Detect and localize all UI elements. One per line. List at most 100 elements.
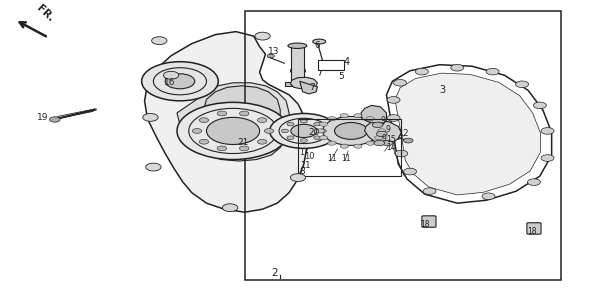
Circle shape [527,179,540,185]
Circle shape [323,116,379,145]
Circle shape [290,174,306,182]
Bar [298,119,401,176]
Circle shape [257,118,267,123]
Text: 9: 9 [385,125,390,134]
Circle shape [387,97,400,103]
Polygon shape [300,81,317,94]
Circle shape [328,116,336,121]
Text: 3: 3 [440,85,445,95]
Circle shape [165,74,195,89]
Circle shape [240,111,249,116]
Circle shape [328,141,336,145]
Text: 7: 7 [309,83,315,92]
Text: 20: 20 [308,128,319,137]
Circle shape [222,204,238,212]
Circle shape [372,122,383,128]
Polygon shape [145,32,307,212]
Circle shape [376,131,387,137]
FancyBboxPatch shape [527,223,541,234]
Circle shape [314,122,321,126]
Circle shape [382,140,393,146]
Circle shape [415,68,428,75]
Polygon shape [365,120,401,144]
Circle shape [354,113,362,118]
Ellipse shape [313,39,326,44]
Circle shape [394,79,407,86]
Circle shape [287,122,294,126]
Circle shape [264,129,274,133]
Polygon shape [290,77,317,89]
Text: 6: 6 [314,41,320,50]
Circle shape [366,116,374,121]
Circle shape [375,122,383,126]
Circle shape [395,150,408,157]
Circle shape [451,64,464,71]
Circle shape [423,188,436,194]
Text: 11: 11 [342,154,351,163]
Circle shape [281,129,289,133]
Circle shape [163,71,179,79]
Circle shape [319,136,327,140]
Circle shape [300,119,307,123]
Circle shape [319,129,326,133]
Circle shape [374,140,385,146]
Polygon shape [204,86,280,149]
Circle shape [290,67,306,75]
Circle shape [486,68,499,75]
Polygon shape [361,105,386,125]
FancyBboxPatch shape [422,216,436,227]
Circle shape [270,113,338,148]
Text: 16: 16 [164,78,175,87]
Text: 18: 18 [527,227,536,236]
Circle shape [257,139,267,144]
Text: 8: 8 [300,167,306,176]
Text: 9: 9 [382,134,386,143]
Circle shape [267,54,274,58]
Circle shape [146,163,161,171]
Circle shape [541,128,554,134]
Text: 19: 19 [37,113,48,122]
Circle shape [50,117,60,122]
Circle shape [255,32,270,40]
Bar [285,82,310,86]
Text: FR.: FR. [34,3,55,23]
Circle shape [152,37,167,45]
Text: 21: 21 [237,138,248,147]
Text: 9: 9 [381,116,385,125]
Text: 2: 2 [271,268,278,278]
Polygon shape [177,83,289,161]
Circle shape [143,113,158,121]
Text: 11: 11 [300,161,310,170]
Circle shape [287,136,294,140]
Polygon shape [395,73,540,195]
Circle shape [192,129,202,133]
Circle shape [217,111,227,116]
Text: 14: 14 [386,143,395,152]
Circle shape [142,62,218,101]
Circle shape [387,115,400,121]
Text: 12: 12 [398,129,408,138]
Circle shape [541,155,554,161]
Circle shape [404,138,413,143]
Circle shape [316,129,324,133]
Circle shape [390,133,403,139]
Circle shape [340,144,348,148]
Circle shape [314,136,321,140]
Text: 15: 15 [386,135,396,144]
Text: 10: 10 [304,152,314,161]
Ellipse shape [288,43,307,48]
Circle shape [340,113,348,118]
Circle shape [300,139,307,142]
Circle shape [354,144,362,148]
Circle shape [516,81,529,88]
Text: 17: 17 [299,148,309,157]
Circle shape [482,193,495,200]
Text: 13: 13 [268,47,280,56]
Circle shape [206,117,260,144]
Circle shape [404,168,417,175]
Text: 5: 5 [339,72,345,81]
Circle shape [291,124,317,138]
Circle shape [375,136,383,140]
Bar [245,11,560,280]
Circle shape [366,141,374,145]
